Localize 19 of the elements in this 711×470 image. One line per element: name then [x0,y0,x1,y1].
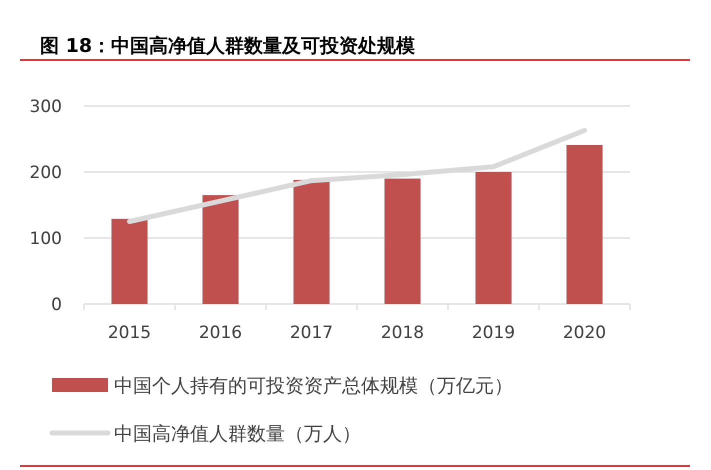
x-tick-label: 2019 [472,323,516,343]
bar [294,180,330,304]
bar [112,218,148,304]
x-tick-label: 2020 [562,323,606,343]
bar [476,172,512,304]
y-tick-label: 0 [51,295,62,315]
bar [566,144,602,304]
x-tick-label: 2016 [198,323,242,343]
bar [202,195,238,304]
x-tick-label: 2015 [108,323,152,343]
y-tick-label: 100 [30,229,62,249]
y-tick-label: 300 [30,97,62,117]
legend-label: 中国个人持有的可投资资产总体规模（万亿元） [114,375,513,397]
bar [384,178,420,304]
legend-label: 中国高净值人群数量（万人） [114,423,361,445]
x-tick-label: 2017 [290,323,334,343]
y-tick-label: 200 [30,163,62,183]
chart-title: 图 18：中国高净值人群数量及可投资处规模 [40,35,416,57]
x-tick-label: 2018 [380,323,424,343]
